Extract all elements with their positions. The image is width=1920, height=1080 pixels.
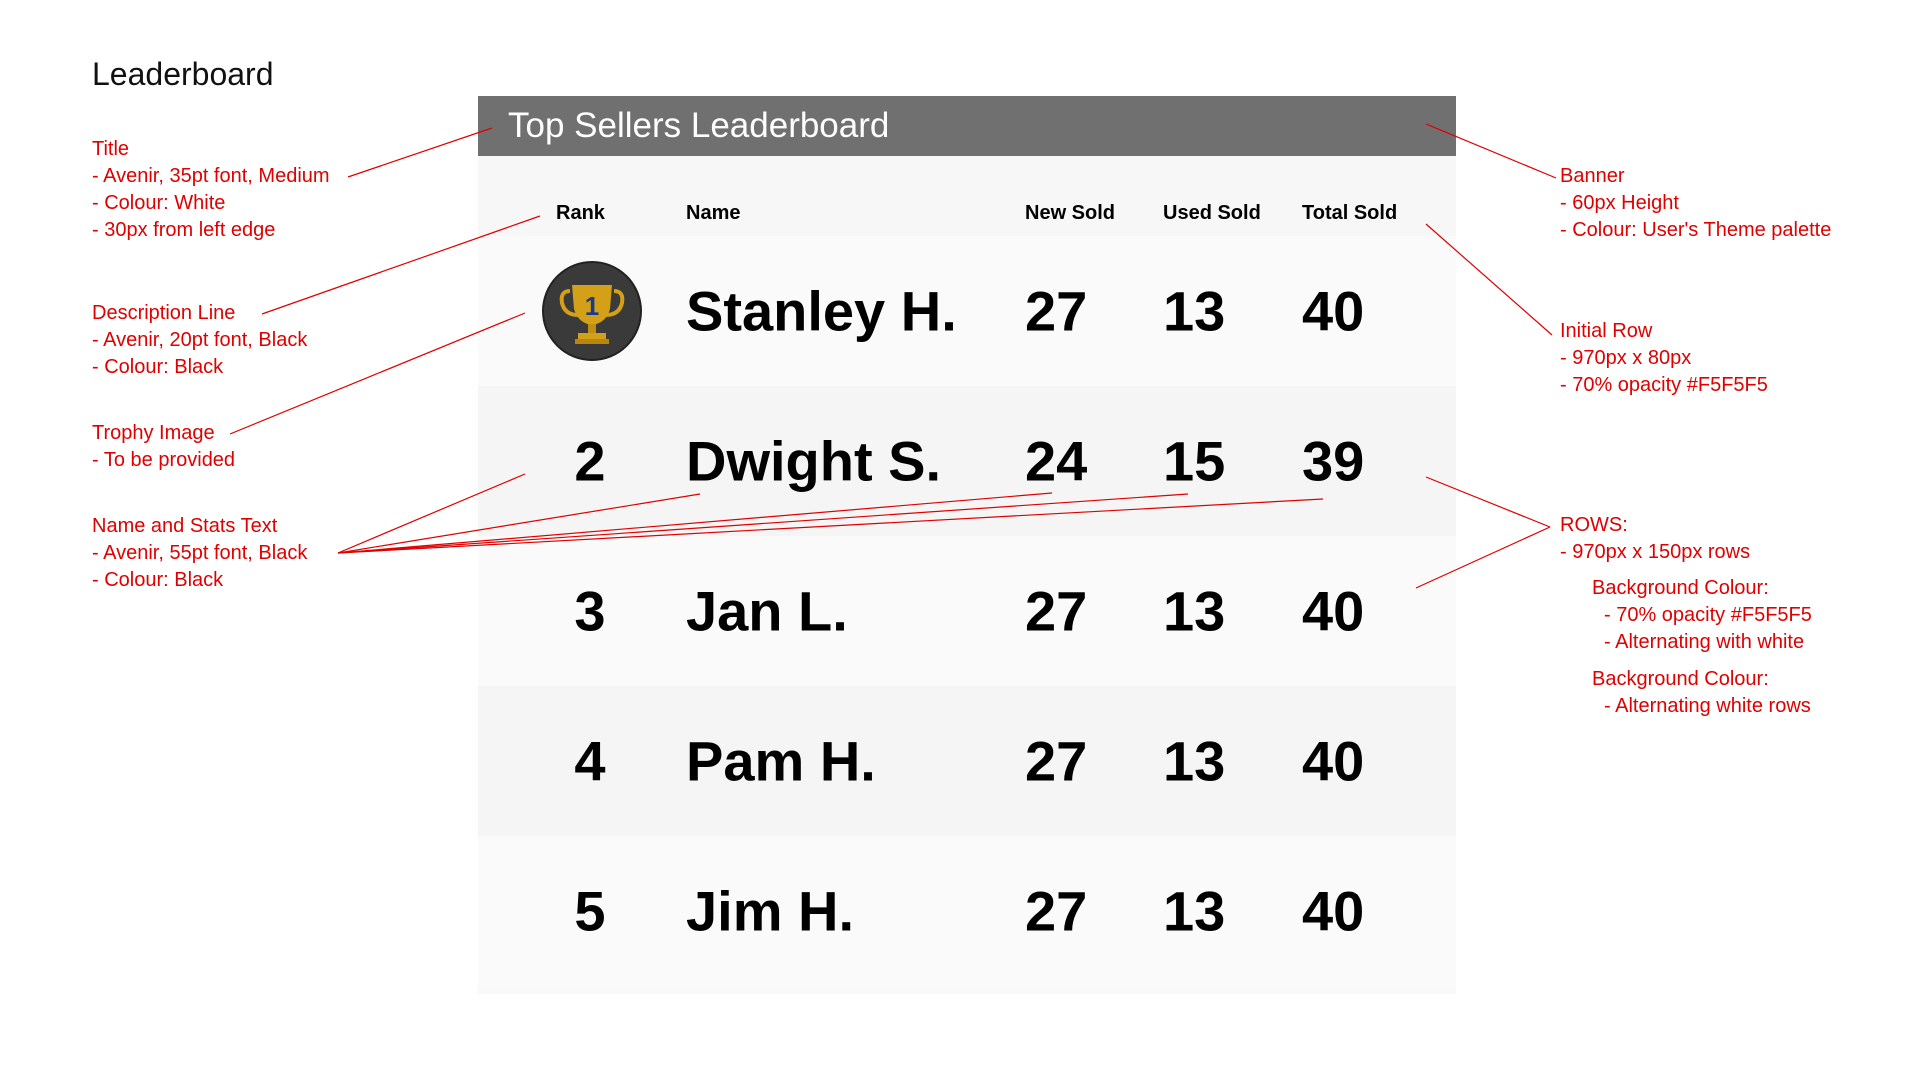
column-header-name: Name — [686, 202, 741, 224]
new-sold-value: 24 — [1025, 429, 1088, 493]
annotation-rows: ROWS: - 970px x 150px rows — [1560, 514, 1751, 563]
total-sold-value: 40 — [1302, 279, 1365, 343]
table-row: 4 Pam H. 27 13 40 — [478, 686, 1456, 836]
total-sold-value: 40 — [1302, 579, 1365, 643]
svg-text:1: 1 — [585, 291, 599, 321]
used-sold-value: 13 — [1163, 729, 1226, 793]
annotation-name-stats: Name and Stats Text - Avenir, 55pt font,… — [92, 515, 308, 591]
column-header-rank: Rank — [556, 202, 605, 224]
total-sold-value: 40 — [1302, 729, 1365, 793]
page-title: Leaderboard — [92, 56, 274, 92]
rank-value: 4 — [574, 729, 606, 793]
used-sold-value: 13 — [1163, 579, 1226, 643]
new-sold-value: 27 — [1025, 579, 1088, 643]
annotation-initial-row: Initial Row - 970px x 80px - 70% opacity… — [1560, 320, 1768, 396]
used-sold-value: 15 — [1163, 429, 1226, 493]
annotation-background-1: Background Colour: - 70% opacity #F5F5F5… — [1592, 577, 1812, 653]
new-sold-value: 27 — [1025, 729, 1088, 793]
column-header-total-sold: Total Sold — [1302, 202, 1398, 224]
table-row: 3 Jan L. 27 13 40 — [478, 536, 1456, 686]
annotation-banner: Banner - 60px Height - Colour: User's Th… — [1560, 165, 1832, 241]
annotation-background-2: Background Colour: - Alternating white r… — [1592, 668, 1811, 717]
banner-title: Top Sellers Leaderboard — [508, 106, 890, 145]
new-sold-value: 27 — [1025, 879, 1088, 943]
column-header-row: Rank Name New Sold Used Sold Total Sold — [478, 156, 1456, 236]
player-name: Dwight S. — [686, 429, 942, 493]
total-sold-value: 40 — [1302, 879, 1365, 943]
trophy-icon: 1 — [542, 261, 642, 361]
new-sold-value: 27 — [1025, 279, 1088, 343]
column-header-new-sold: New Sold — [1025, 202, 1116, 224]
player-name: Jan L. — [686, 579, 848, 643]
table-row: 5 Jim H. 27 13 40 — [478, 836, 1456, 986]
rank-value: 2 — [574, 429, 606, 493]
used-sold-value: 13 — [1163, 279, 1226, 343]
player-name: Pam H. — [686, 729, 876, 793]
annotation-title: Title - Avenir, 35pt font, Medium - Colo… — [92, 138, 330, 241]
rank-value: 3 — [574, 579, 606, 643]
player-name: Jim H. — [686, 879, 855, 943]
annotation-trophy: Trophy Image - To be provided — [92, 422, 236, 471]
rank-value: 5 — [574, 879, 606, 943]
player-name: Stanley H. — [686, 279, 957, 343]
table-row: 2 Dwight S. 24 15 39 — [478, 386, 1456, 536]
total-sold-value: 39 — [1302, 429, 1365, 493]
used-sold-value: 13 — [1163, 879, 1226, 943]
leaderboard: Top Sellers Leaderboard Rank Name New So… — [478, 96, 1456, 994]
banner: Top Sellers Leaderboard — [478, 96, 1456, 156]
annotation-description: Description Line - Avenir, 20pt font, Bl… — [92, 302, 308, 378]
column-header-used-sold: Used Sold — [1163, 202, 1261, 224]
table-row: 1 Stanley H. 27 13 40 — [478, 236, 1456, 386]
